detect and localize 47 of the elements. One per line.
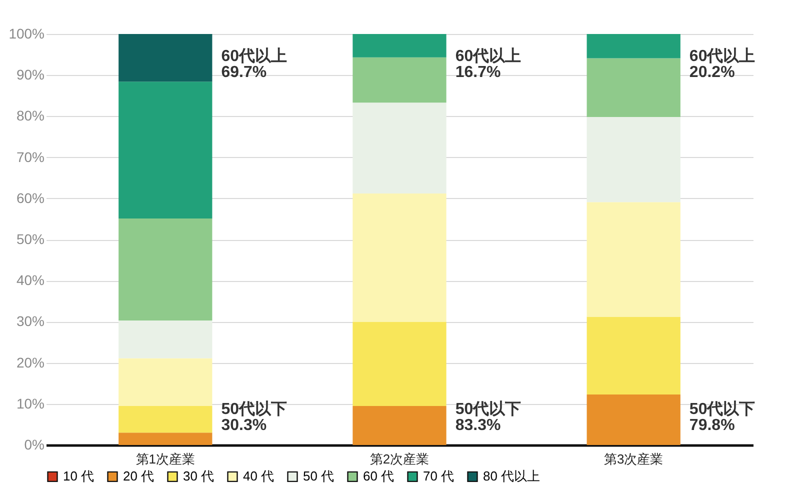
annotation: 50代以下 83.3%: [455, 400, 522, 434]
legend-label: 60 代: [363, 468, 394, 484]
y-tick-label: 70%: [16, 148, 44, 165]
legend-label: 10 代: [63, 468, 94, 484]
bar: [118, 358, 212, 406]
y-tick-label: 90%: [16, 66, 44, 83]
bar: [586, 34, 680, 58]
bar: [352, 102, 446, 194]
y-tick-label: 10%: [16, 395, 44, 412]
legend-label: 50 代: [303, 468, 334, 484]
x-tick-label: 第3次産業: [604, 452, 664, 466]
bar: [118, 320, 212, 358]
annotation: 60代以上 16.7%: [455, 47, 522, 81]
bar: [352, 193, 446, 322]
bar: [118, 432, 212, 445]
bar: [586, 394, 680, 445]
x-tick-label: 第2次産業: [370, 452, 430, 466]
annotation: 50代以下 79.8%: [689, 400, 756, 434]
annotation: 50代以下 30.3%: [221, 400, 288, 434]
y-tick-label: 30%: [16, 313, 44, 330]
y-tick-label: 60%: [16, 190, 44, 206]
bar: [352, 34, 446, 58]
x-tick-label: 第1次産業: [136, 452, 196, 466]
bar: [586, 202, 680, 317]
y-tick-label: 0%: [24, 436, 44, 452]
bar: [586, 117, 680, 202]
legend-label: 20 代: [123, 468, 154, 484]
legend-label: 40 代: [243, 468, 274, 484]
bar: [118, 34, 212, 82]
bar: [118, 82, 212, 219]
y-tick-label: 40%: [16, 272, 44, 288]
y-tick-label: 50%: [16, 231, 44, 247]
bar: [352, 322, 446, 406]
legend-label: 30 代: [183, 468, 214, 484]
bar: [586, 316, 680, 394]
legend-label: 70 代: [423, 468, 454, 484]
y-tick-label: 100%: [8, 26, 44, 42]
bar: [352, 406, 446, 445]
bar: [118, 406, 212, 433]
annotation: 60代以上 69.7%: [221, 47, 288, 81]
bar: [118, 218, 212, 320]
y-tick-label: 80%: [16, 108, 44, 124]
bar: [352, 57, 446, 103]
legend-label: 80 代以上: [483, 468, 540, 484]
y-tick-label: 20%: [16, 354, 44, 370]
bar: [586, 58, 680, 118]
annotation: 60代以上 20.2%: [689, 47, 756, 81]
